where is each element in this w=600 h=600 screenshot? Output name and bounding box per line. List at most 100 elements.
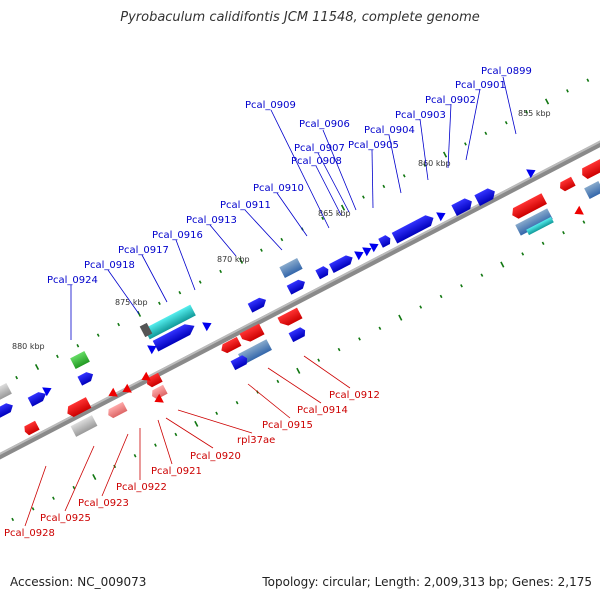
- label-pcal-0920[interactable]: Pcal_0920: [190, 451, 241, 462]
- label-pcal-0906[interactable]: Pcal_0906: [299, 119, 350, 130]
- gene-pcal-0925[interactable]: [65, 397, 92, 419]
- outer-tick-mark: [15, 375, 19, 380]
- gene-right-small-red[interactable]: [572, 205, 584, 219]
- gene-pcal-0918-small[interactable]: [147, 342, 159, 355]
- inner-tick-mark: [31, 507, 35, 511]
- gene-pcal-0912[interactable]: [277, 307, 303, 329]
- outer-tick-mark: [56, 354, 59, 359]
- label-pcal-0907[interactable]: Pcal_0907: [294, 143, 345, 154]
- gene-left-small-blue[interactable]: [42, 384, 54, 397]
- label-pcal-0910[interactable]: Pcal_0910: [253, 183, 304, 194]
- gene-pcal-0917-rna[interactable]: [144, 304, 196, 340]
- label-pcal-0928[interactable]: Pcal_0928: [4, 528, 55, 539]
- label-pcal-0911[interactable]: Pcal_0911: [220, 200, 271, 211]
- gene-left-edge-blue-2[interactable]: [0, 401, 15, 420]
- gene-pcal-0910[interactable]: [315, 265, 330, 280]
- label-pcal-0924[interactable]: Pcal_0924: [47, 275, 98, 286]
- gene-right-cyan[interactable]: [526, 216, 554, 236]
- gene-pcal-0925-gray[interactable]: [70, 415, 98, 437]
- gene-pcal-0913[interactable]: [247, 295, 269, 313]
- reverse-label-texts: Pcal_0912 Pcal_0914 Pcal_0915 rpl37ae Pc…: [4, 390, 380, 539]
- outer-tick-mark: [260, 248, 263, 252]
- gene-pcal-0909[interactable]: [329, 253, 355, 273]
- gene-right-steel-2[interactable]: [584, 180, 600, 200]
- gene-right-red-3[interactable]: [579, 159, 600, 180]
- gene-pcal-0903[interactable]: [436, 209, 448, 222]
- gene-pcal-0916[interactable]: [202, 319, 214, 332]
- inner-tick-mark: [500, 261, 505, 268]
- outer-tick-mark: [238, 257, 244, 264]
- label-rpl37ae[interactable]: rpl37ae: [237, 435, 275, 446]
- gene-rpl37ae[interactable]: [145, 372, 163, 389]
- gene-pcal-0924[interactable]: [77, 370, 95, 386]
- label-pcal-0916[interactable]: Pcal_0916: [152, 230, 203, 241]
- gene-pcal-0902[interactable]: [451, 196, 474, 216]
- gene-pcal-0922-b[interactable]: [106, 387, 118, 401]
- label-pcal-0899[interactable]: Pcal_0899: [481, 66, 532, 77]
- gene-pcal-0914[interactable]: [239, 323, 265, 345]
- label-pcal-0912[interactable]: Pcal_0912: [329, 390, 380, 401]
- gene-pcal-0904[interactable]: [391, 213, 437, 244]
- label-pcal-0904[interactable]: Pcal_0904: [364, 125, 415, 136]
- tick-label-865: 865 kbp: [318, 209, 351, 218]
- gene-pcal-0901[interactable]: [474, 186, 497, 206]
- label-pcal-0913[interactable]: Pcal_0913: [186, 215, 237, 226]
- gene-pcal-0905[interactable]: [378, 234, 392, 248]
- label-pcal-0903[interactable]: Pcal_0903: [395, 110, 446, 121]
- gene-pcal-0915[interactable]: [219, 336, 242, 355]
- gene-pcal-0906[interactable]: [369, 240, 381, 253]
- inner-tick-mark: [296, 367, 301, 374]
- inner-tick-mark: [480, 273, 484, 277]
- inner-tick-mark: [215, 411, 219, 415]
- outer-tick-mark: [423, 163, 427, 167]
- gene-pcal-0912-blue[interactable]: [288, 326, 308, 343]
- gene-pcal-0920[interactable]: [139, 371, 151, 385]
- label-pcal-0909[interactable]: Pcal_0909: [245, 100, 296, 111]
- gene-left-edge-gray[interactable]: [0, 382, 12, 402]
- inner-tick-mark: [92, 473, 97, 481]
- label-pcal-0925[interactable]: Pcal_0925: [40, 513, 91, 524]
- gene-pcal-0918[interactable]: [152, 321, 198, 352]
- outer-tick-mark: [382, 184, 386, 189]
- outer-tick-mark: [566, 89, 569, 93]
- label-pcal-0917[interactable]: Pcal_0917: [118, 245, 169, 256]
- gene-pcal-0917-dark[interactable]: [139, 322, 153, 338]
- gene-pcal-0907[interactable]: [362, 244, 374, 257]
- gene-pcal-0922[interactable]: [120, 383, 132, 397]
- gene-upper-green[interactable]: [70, 350, 90, 370]
- outer-tick-mark: [484, 131, 488, 136]
- inner-tick-mark: [154, 443, 157, 447]
- inner-tick-mark: [235, 400, 239, 405]
- gene-pcal-0899[interactable]: [526, 166, 538, 179]
- gene-left-edge-blue[interactable]: [27, 389, 49, 407]
- label-pcal-0914[interactable]: Pcal_0914: [297, 405, 348, 416]
- label-pcal-0901[interactable]: Pcal_0901: [455, 80, 506, 91]
- gene-pcal-0908[interactable]: [354, 248, 366, 261]
- gene-pcal-0911-steel[interactable]: [279, 258, 303, 278]
- gene-right-steel[interactable]: [515, 208, 553, 236]
- gene-right-red[interactable]: [509, 193, 547, 220]
- label-pcal-0923[interactable]: Pcal_0923: [78, 498, 129, 509]
- tick-labels: 880 kbp 875 kbp 870 kbp 865 kbp 860 kbp …: [12, 109, 551, 351]
- label-pcal-0915[interactable]: Pcal_0915: [262, 420, 313, 431]
- gene-pcal-0928[interactable]: [23, 420, 40, 436]
- label-pcal-0921[interactable]: Pcal_0921: [151, 466, 202, 477]
- outer-tick-mark: [158, 301, 161, 305]
- inner-tick-mark: [174, 432, 178, 437]
- inner-tick-mark: [398, 314, 403, 321]
- outer-tick-mark: [464, 142, 467, 146]
- inner-tick-mark: [378, 326, 382, 331]
- outer-tick-mark: [280, 237, 284, 242]
- gene-pcal-0921[interactable]: [150, 384, 168, 401]
- gene-pcal-0921-red[interactable]: [152, 393, 164, 407]
- label-pcal-0905[interactable]: Pcal_0905: [348, 140, 399, 151]
- gene-pcal-0915-blue[interactable]: [230, 354, 250, 371]
- gene-right-red-2[interactable]: [558, 176, 576, 193]
- gene-pcal-0911[interactable]: [286, 277, 308, 295]
- gene-pcal-0923[interactable]: [106, 401, 128, 420]
- label-pcal-0918[interactable]: Pcal_0918: [84, 260, 135, 271]
- label-pcal-0922[interactable]: Pcal_0922: [116, 482, 167, 493]
- label-pcal-0902[interactable]: Pcal_0902: [425, 95, 476, 106]
- inner-tick-row: [11, 220, 586, 522]
- label-pcal-0908[interactable]: Pcal_0908: [291, 156, 342, 167]
